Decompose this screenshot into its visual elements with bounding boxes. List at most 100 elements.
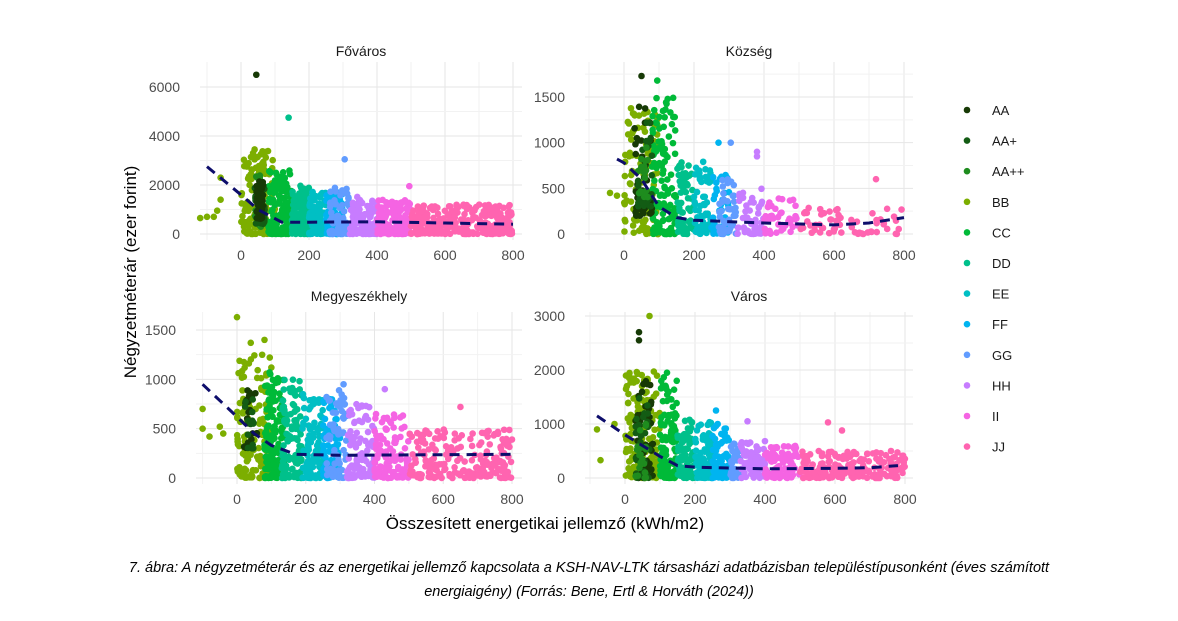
data-point-II — [777, 470, 785, 478]
data-point-JJ — [470, 213, 477, 221]
data-point-JJ — [858, 230, 866, 237]
x-tick-label: 800 — [501, 247, 525, 263]
data-point-AA+ — [646, 119, 654, 127]
data-point-DD — [289, 376, 297, 383]
data-point-BB — [246, 181, 253, 189]
data-point-BB — [245, 222, 252, 230]
data-point-CC — [651, 177, 658, 184]
data-point-CC — [272, 463, 279, 470]
data-point-BB — [621, 228, 628, 235]
data-point-JJ — [415, 210, 423, 218]
data-point-FF — [709, 432, 716, 440]
data-point-CC — [669, 210, 677, 217]
data-point-II — [771, 474, 779, 482]
data-point-BB — [258, 160, 266, 167]
data-point-JJ — [856, 457, 863, 465]
data-point-FF — [712, 447, 720, 455]
data-point-AA+ — [241, 403, 249, 410]
outlier-point-BB — [597, 456, 604, 464]
data-point-JJ — [434, 210, 442, 218]
data-point-HH — [350, 229, 357, 236]
data-point-BB — [246, 474, 254, 481]
x-tick-label: 600 — [432, 491, 456, 507]
legend-item: BB — [963, 195, 1009, 210]
data-point-CC — [665, 411, 672, 419]
data-point-EE — [317, 191, 325, 198]
data-point-BB — [234, 465, 241, 473]
data-point-HH — [355, 439, 363, 447]
data-point-JJ — [491, 211, 499, 219]
data-point-II — [388, 229, 396, 237]
data-point-BB — [241, 364, 248, 371]
x-tick-label: 0 — [237, 247, 245, 263]
data-point-DD — [675, 200, 683, 208]
y-tick-label: 1500 — [534, 89, 565, 105]
data-point-CC — [653, 94, 660, 102]
data-point-DD — [288, 425, 296, 432]
data-point-AA+ — [644, 410, 652, 417]
data-point-AA — [635, 103, 643, 111]
data-point-CC — [669, 94, 677, 102]
data-point-CC — [281, 184, 288, 192]
data-point-CC — [673, 412, 680, 419]
data-point-AA+ — [632, 423, 640, 430]
data-point-AA+ — [639, 200, 647, 208]
data-point-HH — [751, 472, 758, 480]
data-point-FF — [325, 448, 333, 455]
data-point-JJ — [430, 214, 437, 222]
data-point-CC — [663, 176, 671, 183]
data-point-CC — [653, 218, 661, 226]
data-point-HH — [748, 194, 756, 202]
legend-key-AA++ — [963, 167, 971, 175]
data-point-EE — [306, 425, 314, 433]
data-point-JJ — [821, 471, 829, 479]
data-point-CC — [267, 370, 274, 378]
outlier-point-BB — [203, 213, 211, 221]
data-point-HH — [366, 213, 374, 221]
outlier-point-CC — [653, 77, 661, 84]
data-point-JJ — [476, 441, 483, 449]
data-point-BB — [254, 366, 261, 374]
data-point-AA++ — [637, 188, 645, 195]
data-point-BB — [626, 180, 634, 187]
data-point-BB — [643, 230, 650, 237]
data-point-HH — [359, 465, 367, 473]
data-point-JJ — [407, 222, 415, 230]
data-point-EE — [312, 474, 320, 482]
data-point-DD — [295, 457, 303, 464]
data-point-HH — [369, 422, 376, 430]
data-point-BB — [239, 218, 247, 225]
data-point-JJ — [441, 466, 448, 474]
data-point-CC — [658, 191, 665, 199]
data-point-JJ — [805, 470, 813, 477]
data-point-EE — [304, 457, 312, 465]
data-point-DD — [280, 442, 287, 449]
data-point-DD — [678, 457, 685, 464]
data-point-FF — [714, 453, 722, 460]
data-point-EE — [315, 227, 323, 235]
data-point-II — [391, 457, 399, 465]
data-point-GG — [730, 198, 738, 205]
legend-key-II — [963, 412, 971, 420]
data-point-II — [786, 473, 794, 481]
data-point-HH — [352, 220, 359, 228]
data-point-II — [390, 424, 397, 431]
outlier-point-BB — [217, 196, 224, 203]
data-point-JJ — [825, 229, 833, 237]
data-point-HH — [759, 459, 767, 467]
data-point-GG — [332, 188, 339, 195]
data-point-BB — [622, 472, 630, 479]
data-point-GG — [323, 460, 331, 467]
data-point-GG — [730, 454, 738, 461]
legend-key-CC — [963, 229, 971, 236]
data-point-AA+ — [643, 137, 650, 145]
legend-item: AA++ — [963, 164, 1025, 179]
data-point-CC — [269, 470, 277, 477]
data-point-II — [404, 438, 412, 445]
data-point-CC — [670, 192, 678, 199]
data-point-EE — [705, 451, 713, 459]
data-point-II — [784, 443, 792, 450]
data-point-II — [378, 418, 386, 426]
y-tick-label: 2000 — [149, 177, 180, 193]
data-point-CC — [276, 390, 283, 397]
